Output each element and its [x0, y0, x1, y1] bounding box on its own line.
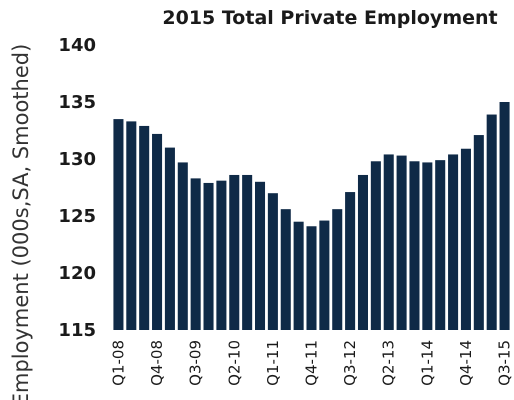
- y-tick-label: 120: [58, 263, 96, 284]
- bar-Q4-13: [409, 161, 420, 330]
- bar-Q1-12: [319, 220, 330, 330]
- bar-Q4-09: [203, 182, 214, 330]
- bar-Q4-12: [357, 174, 368, 330]
- chart-title: 2015 Total Private Employment: [162, 7, 497, 29]
- bar-Q4-11: [306, 226, 317, 330]
- bar-Q1-08: [113, 119, 124, 330]
- bar-Q3-12: [345, 192, 356, 330]
- y-tick-label: 130: [58, 149, 96, 170]
- bar-Q2-11: [280, 209, 291, 330]
- y-tick-label: 135: [58, 92, 96, 113]
- x-tick-label: Q2-13: [380, 340, 398, 386]
- y-axis-ticks: 115 120 125 130 135 140: [58, 35, 96, 341]
- x-tick-label: Q4-14: [457, 340, 475, 386]
- x-axis-ticks: Q1-08 Q4-08 Q3-09 Q2-10 Q1-11 Q4-11 Q3-12 Q2-13…: [109, 340, 513, 386]
- bar-Q3-08: [139, 125, 150, 330]
- bar-Q1-13: [370, 161, 381, 330]
- y-axis-label: Employment (000s,SA, Smoothed): [9, 44, 33, 400]
- bar-Q2-10: [229, 174, 240, 330]
- x-tick-label: Q2-10: [225, 340, 243, 386]
- x-tick-label: Q3-12: [341, 340, 359, 386]
- x-tick-label: Q1-14: [418, 340, 436, 386]
- y-tick-label: 115: [58, 320, 96, 341]
- bar-Q1-09: [164, 147, 175, 330]
- bar-Q3-11: [293, 221, 304, 330]
- bar-Q4-08: [152, 133, 163, 330]
- bar-Q4-10: [255, 181, 266, 330]
- bar-Q3-13: [396, 155, 407, 330]
- x-tick-label: Q3-09: [187, 340, 205, 386]
- bar-Q3-14: [448, 154, 459, 330]
- bar-Q2-13: [383, 154, 394, 330]
- bar-Q2-09: [177, 162, 188, 330]
- bar-Q3-10: [242, 174, 253, 330]
- bar-Q1-15: [473, 135, 484, 330]
- bar-Q1-11: [267, 193, 278, 330]
- bar-Q2-14: [435, 160, 446, 330]
- x-tick-label: Q4-08: [148, 340, 166, 386]
- bar-Q2-15: [486, 114, 497, 330]
- y-tick-label: 125: [58, 206, 96, 227]
- bar-Q4-14: [460, 148, 471, 330]
- x-tick-label: Q3-15: [496, 340, 514, 386]
- bar-Q1-10: [216, 180, 227, 330]
- bar-Q3-15: [499, 102, 510, 330]
- bar-Q2-12: [332, 209, 343, 330]
- x-tick-label: Q1-11: [264, 340, 282, 386]
- y-tick-label: 140: [58, 35, 96, 56]
- bar-Q3-09: [190, 178, 201, 330]
- x-tick-label: Q1-08: [109, 340, 127, 386]
- x-tick-label: Q4-11: [303, 340, 321, 386]
- bars-group: [113, 102, 510, 330]
- bar-Q2-08: [126, 121, 137, 330]
- bar-Q1-14: [422, 162, 433, 330]
